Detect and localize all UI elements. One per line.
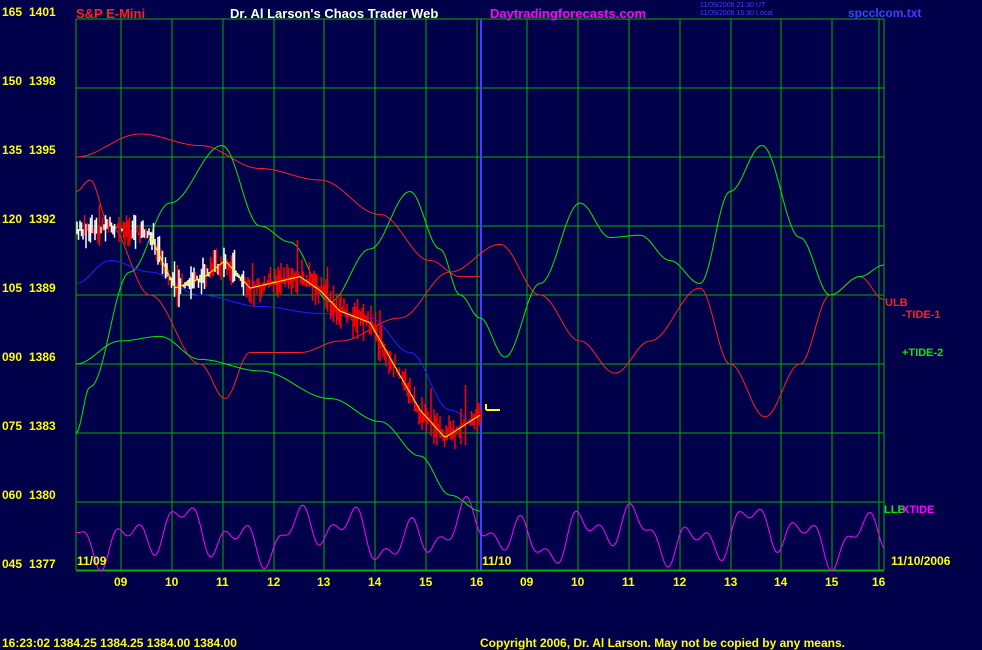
y-tick-left: 060: [2, 488, 23, 502]
x-tick-hour: 13: [724, 575, 738, 589]
data-file-name: spcclcom.txt: [848, 6, 922, 20]
y-tick-left: 090: [2, 350, 23, 364]
x-tick-hour: 15: [419, 575, 433, 589]
y-tick-left: 120: [2, 212, 23, 226]
ulb-label: ULB: [885, 297, 908, 309]
y-tick-price: 1380: [29, 488, 56, 502]
x-tick-hour: 13: [317, 575, 331, 589]
x-tick-hour: 11: [216, 575, 229, 589]
tide2-line: [75, 144, 885, 434]
x-tick-hour: 12: [673, 575, 687, 589]
last-quote: 16:23:02 1384.25 1384.25 1384.00 1384.00: [2, 636, 237, 650]
y-tick-left: 045: [2, 557, 23, 571]
y-tick-price: 1401: [29, 5, 56, 19]
x-tick-hour: 16: [470, 575, 484, 589]
date-label-mid: 11/10: [482, 554, 512, 568]
xtide-label: XTIDE: [902, 504, 935, 516]
y-tick-left: 105: [2, 281, 23, 295]
y-tick-price: 1398: [29, 74, 56, 88]
site-link[interactable]: Daytradingforecasts.com: [490, 6, 647, 21]
chart-series: [75, 133, 885, 572]
x-tick-hour: 15: [825, 575, 839, 589]
y-tick-price: 1383: [29, 419, 56, 433]
x-tick-hour: 10: [165, 575, 179, 589]
llb-label: LLB: [884, 504, 906, 516]
y-tick-price: 1386: [29, 350, 56, 364]
y-tick-price: 1377: [29, 557, 56, 571]
timestamp-local: 11/09/2006 15:30 Local: [700, 10, 773, 17]
y-tick-price: 1389: [29, 281, 56, 295]
y-tick-left: 075: [2, 419, 23, 433]
instrument-title: S&P E-Mini: [76, 6, 146, 21]
y-tick-left: 165: [2, 5, 23, 19]
x-tick-hour: 10: [571, 575, 585, 589]
ma-line: [149, 234, 481, 438]
y-tick-left: 135: [2, 143, 23, 157]
date-label-right: 11/10/2006: [891, 554, 951, 568]
x-tick-hour: 16: [872, 575, 886, 589]
chart-title: Dr. Al Larson's Chaos Trader Web: [230, 6, 439, 21]
copyright: Copyright 2006, Dr. Al Larson. May not b…: [480, 636, 845, 650]
x-tick-hour: 09: [520, 575, 534, 589]
tide2-label: +TIDE-2: [902, 347, 944, 359]
llb-line: [75, 335, 481, 512]
date-label-left: 11/09: [77, 554, 107, 568]
xtide-line: [75, 495, 885, 572]
tide1-label: -TIDE-1: [902, 309, 941, 321]
timestamp-ut: 11/09/2006 21:30 UT: [700, 2, 766, 9]
x-tick-hour: 14: [368, 575, 382, 589]
x-tick-hour: 11: [622, 575, 635, 589]
ulb-line: [75, 133, 480, 278]
x-tick-hour: 09: [114, 575, 128, 589]
y-tick-price: 1395: [29, 143, 56, 157]
tide1-line: [75, 179, 885, 418]
y-tick-price: 1392: [29, 212, 56, 226]
blue-line: [75, 259, 481, 427]
y-tick-left: 150: [2, 74, 23, 88]
x-tick-hour: 12: [267, 575, 281, 589]
x-tick-hour: 14: [774, 575, 788, 589]
